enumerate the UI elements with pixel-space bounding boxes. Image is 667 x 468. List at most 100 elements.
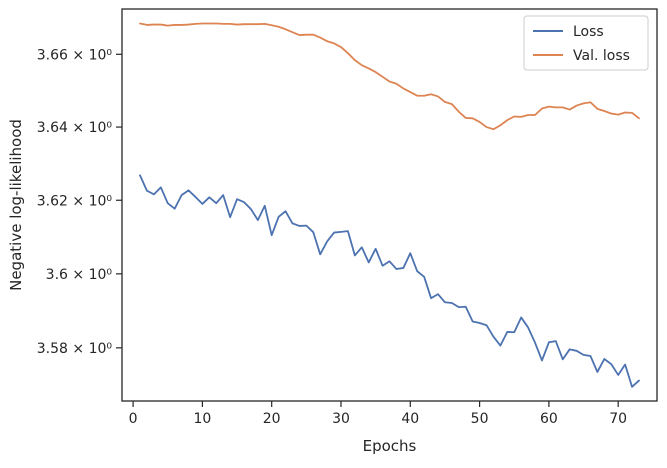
y-tick-label: 3.66 × 10⁰ — [37, 47, 113, 63]
series-line-val-loss — [139, 22, 640, 131]
data-point-loss — [527, 327, 529, 329]
data-point-val-loss — [499, 124, 501, 126]
data-point-loss — [375, 248, 377, 250]
data-point-loss — [160, 187, 162, 189]
data-point-val-loss — [174, 24, 176, 26]
x-axis: 0 10 20 30 40 50 60 70 — [129, 401, 627, 427]
data-point-val-loss — [333, 43, 335, 45]
data-point-val-loss — [305, 34, 307, 36]
data-point-val-loss — [569, 109, 571, 111]
data-point-val-loss — [153, 24, 155, 26]
data-point-loss — [576, 350, 578, 352]
data-point-val-loss — [299, 34, 301, 36]
data-point-val-loss — [451, 103, 453, 105]
data-point-loss — [396, 268, 398, 270]
data-point-val-loss — [423, 95, 425, 97]
data-point-val-loss — [562, 106, 564, 108]
data-point-loss — [493, 336, 495, 338]
data-point-val-loss — [458, 111, 460, 113]
data-point-val-loss — [506, 119, 508, 121]
data-point-val-loss — [631, 112, 633, 114]
data-point-val-loss — [396, 83, 398, 85]
data-point-val-loss — [472, 117, 474, 119]
data-point-loss — [299, 225, 301, 227]
data-point-loss — [610, 363, 612, 365]
data-point-loss — [188, 189, 190, 191]
data-point-val-loss — [409, 91, 411, 93]
data-point-loss — [257, 219, 259, 221]
data-point-val-loss — [257, 23, 259, 25]
data-point-loss — [597, 371, 599, 373]
data-point-val-loss — [520, 116, 522, 118]
data-point-val-loss — [527, 114, 529, 116]
x-tick-label: 50 — [471, 411, 489, 427]
data-point-val-loss — [139, 23, 141, 25]
x-tick-label: 10 — [193, 411, 211, 427]
data-point-val-loss — [541, 108, 543, 110]
data-point-val-loss — [610, 113, 612, 115]
y-axis-label: Negative log-likelihood — [7, 119, 25, 291]
data-point-loss — [472, 321, 474, 323]
data-point-val-loss — [195, 23, 197, 25]
data-point-loss — [319, 253, 321, 255]
data-point-loss — [444, 301, 446, 303]
series-layer — [139, 22, 640, 388]
data-point-val-loss — [340, 46, 342, 48]
data-point-val-loss — [326, 40, 328, 42]
data-point-val-loss — [583, 102, 585, 104]
data-point-val-loss — [292, 31, 294, 33]
data-point-loss — [409, 252, 411, 254]
data-point-val-loss — [160, 24, 162, 26]
data-point-loss — [631, 386, 633, 388]
data-point-val-loss — [181, 24, 183, 26]
data-point-loss — [458, 306, 460, 308]
data-point-loss — [506, 331, 508, 333]
series-line-loss — [139, 174, 640, 388]
data-point-loss — [271, 234, 273, 236]
data-point-loss — [250, 208, 252, 210]
data-point-val-loss — [402, 88, 404, 90]
data-point-val-loss — [271, 24, 273, 26]
data-point-loss — [520, 317, 522, 319]
data-point-loss — [229, 216, 231, 218]
data-point-val-loss — [617, 114, 619, 116]
data-point-loss — [264, 205, 266, 207]
data-point-val-loss — [278, 26, 280, 28]
data-point-loss — [569, 348, 571, 350]
data-point-loss — [590, 355, 592, 357]
data-point-loss — [153, 193, 155, 195]
data-point-val-loss — [437, 96, 439, 98]
data-point-val-loss — [319, 37, 321, 39]
data-point-loss — [146, 190, 148, 192]
data-point-loss — [208, 196, 210, 198]
data-point-val-loss — [597, 108, 599, 110]
data-point-loss — [285, 210, 287, 212]
data-point-loss — [326, 241, 328, 243]
data-point-val-loss — [201, 23, 203, 25]
data-point-val-loss — [465, 117, 467, 119]
data-point-loss — [312, 231, 314, 233]
data-point-loss — [361, 246, 363, 248]
data-point-loss — [292, 222, 294, 224]
data-point-val-loss — [243, 23, 245, 25]
data-point-loss — [347, 230, 349, 232]
data-point-val-loss — [430, 93, 432, 95]
data-point-loss — [541, 360, 543, 362]
data-point-val-loss — [624, 112, 626, 114]
data-point-val-loss — [513, 116, 515, 118]
data-point-loss — [603, 358, 605, 360]
x-tick-label: 70 — [609, 411, 627, 427]
data-point-loss — [548, 341, 550, 343]
data-point-val-loss — [236, 24, 238, 26]
y-tick-label: 3.6 × 10⁰ — [46, 267, 113, 283]
data-point-val-loss — [146, 24, 148, 26]
data-point-loss — [368, 262, 370, 264]
data-point-loss — [340, 231, 342, 233]
data-point-loss — [437, 293, 439, 295]
data-point-loss — [174, 208, 176, 210]
data-point-val-loss — [555, 106, 557, 108]
data-point-val-loss — [167, 25, 169, 27]
data-point-val-loss — [603, 110, 605, 112]
data-point-val-loss — [208, 23, 210, 25]
